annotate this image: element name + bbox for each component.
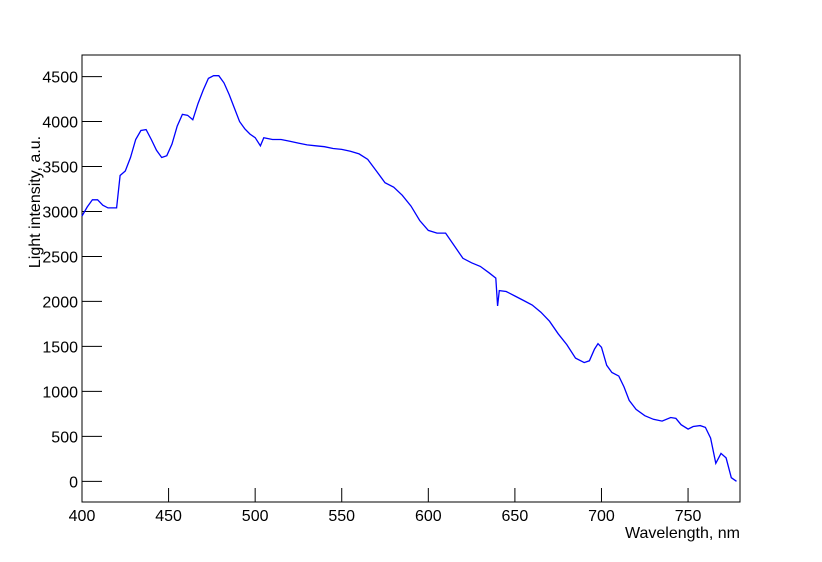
plot-frame [81, 54, 741, 503]
x-tick-label: 400 [69, 508, 96, 525]
x-tick-label: 500 [242, 508, 269, 525]
x-tick-label: 550 [328, 508, 355, 525]
x-tick-label: 450 [155, 508, 182, 525]
y-tick-label: 3500 [42, 160, 78, 177]
y-tick-label: 2500 [42, 249, 78, 266]
y-tick-label: 500 [51, 429, 78, 446]
y-tick-label: 4500 [42, 70, 78, 87]
y-tick-label: 4000 [42, 115, 78, 132]
y-tick-label: 1000 [42, 384, 78, 401]
spectrum-line [81, 75, 737, 482]
x-tick-label: 750 [675, 508, 702, 525]
x-tick-label: 700 [588, 508, 615, 525]
x-tick-label: 650 [502, 508, 529, 525]
x-tick-label: 600 [415, 508, 442, 525]
y-tick-label: 1500 [42, 339, 78, 356]
x-axis-label: Wavelength, nm [625, 525, 740, 542]
y-tick-label: 0 [69, 474, 78, 491]
y-tick-label: 3000 [42, 204, 78, 221]
y-axis-label: Light intensity, a.u. [27, 136, 44, 268]
y-tick-label: 2000 [42, 294, 78, 311]
